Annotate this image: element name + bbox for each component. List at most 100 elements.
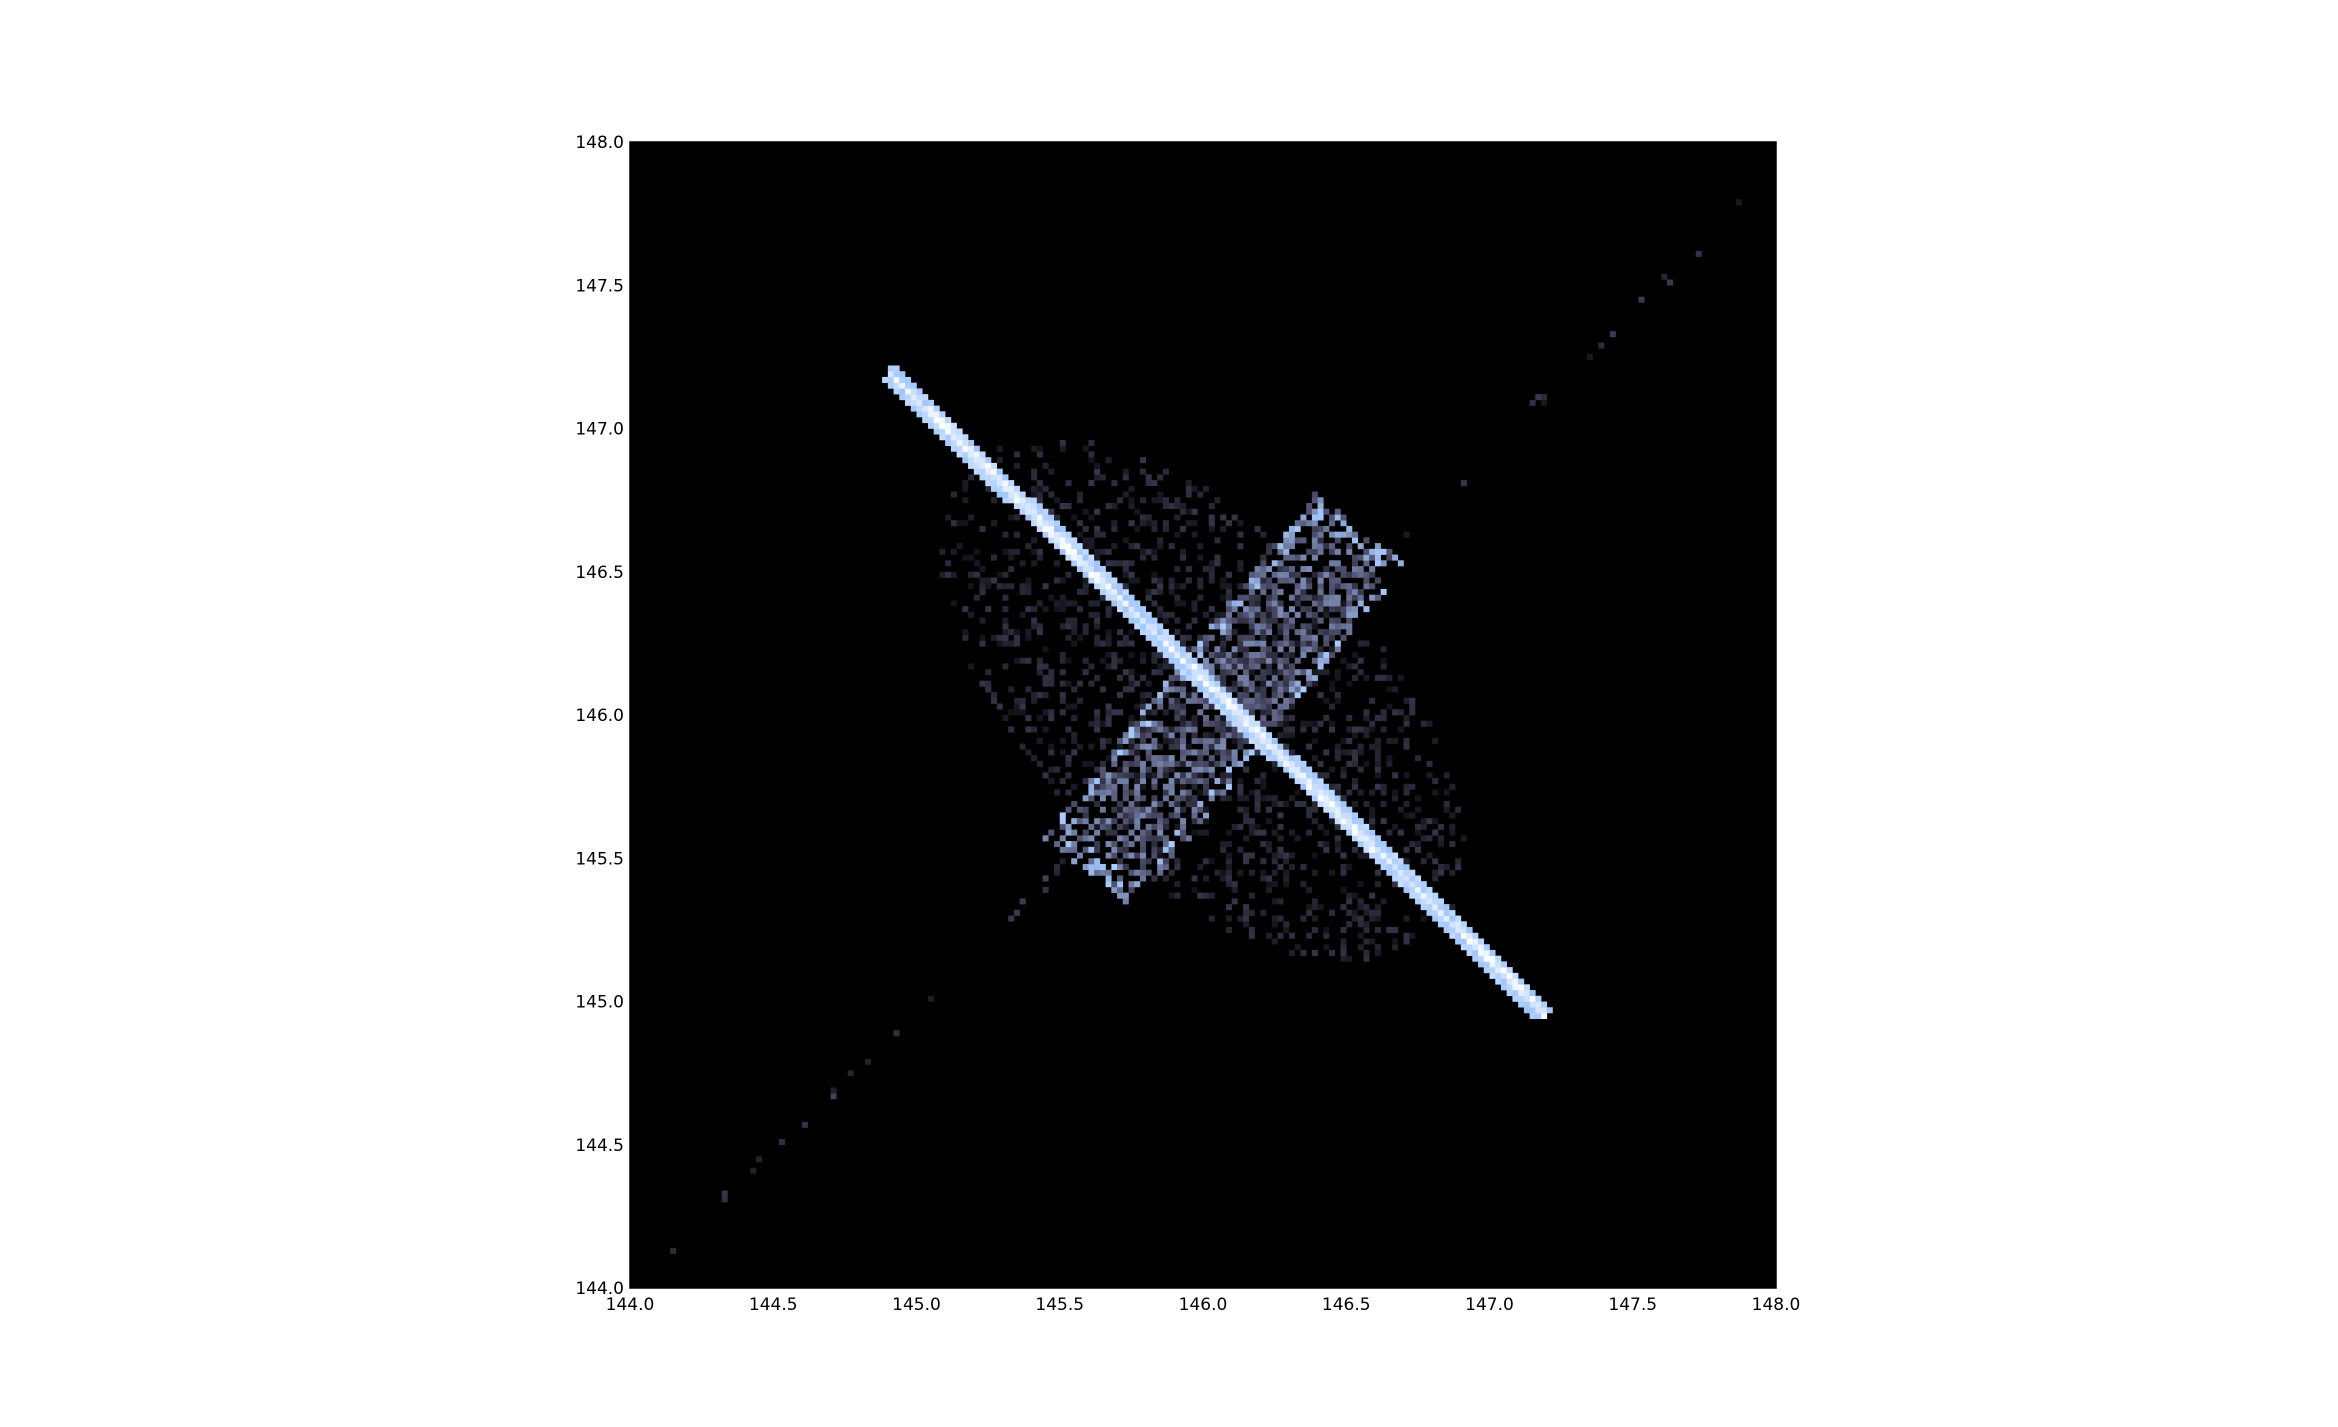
heatmap-cell [1248,932,1255,939]
heatmap-cell [1139,743,1146,750]
heatmap-cell [1449,921,1456,928]
heatmap-cell [1145,623,1152,630]
heatmap-cell [1243,617,1250,624]
heatmap-cell [1065,617,1072,624]
heatmap-cell [1180,686,1187,693]
heatmap-cell [1266,806,1273,813]
heatmap-cell [1220,629,1227,636]
heatmap-cell [1294,772,1301,779]
heatmap-cell [1180,680,1187,687]
heatmap-cell [1300,669,1307,676]
heatmap-cell [1174,497,1181,504]
heatmap-cell [1208,766,1215,773]
heatmap-cell [1409,881,1416,888]
heatmap-cell [1300,588,1307,595]
heatmap-cell [1420,823,1427,830]
heatmap-cell [979,566,986,573]
heatmap-cell [1351,531,1359,538]
heatmap-cell [979,577,986,584]
heatmap-cell [1128,600,1135,607]
heatmap-cell [1243,686,1250,693]
heatmap-cell [1432,818,1439,825]
heatmap-cell [1306,772,1313,779]
heatmap-cell [1042,663,1049,670]
heatmap-cell [1351,560,1359,567]
heatmap-cell [1208,577,1215,584]
heatmap-cell [1076,835,1083,842]
heatmap-cell [1483,955,1490,962]
heatmap-cell [1157,823,1164,830]
heatmap-cell [1518,990,1525,997]
heatmap-cell [1002,480,1009,487]
heatmap-cell [1042,646,1049,653]
heatmap-cell [1225,829,1232,836]
heatmap-cell [927,422,934,429]
heatmap-cell [1111,806,1118,813]
heatmap-cell [1174,651,1181,658]
heatmap-cell [1489,967,1496,974]
heatmap-cell [1243,795,1250,802]
heatmap-cell [1386,703,1393,710]
heatmap-cell [1134,755,1141,762]
heatmap-cell [1099,737,1106,744]
heatmap-cell [1128,577,1135,584]
heatmap-cell [1420,835,1427,842]
heatmap-cell [1013,531,1020,538]
heatmap-cell [1254,600,1261,607]
heatmap-cell [1054,577,1061,584]
heatmap-cell [1283,543,1290,550]
heatmap-cell [1323,800,1330,807]
heatmap-cell [1180,646,1187,653]
heatmap-cell [1277,703,1284,710]
heatmap-cell [1002,583,1009,590]
heatmap-cell [1237,646,1244,653]
heatmap-cell [1277,663,1284,670]
heatmap-cell [1294,669,1301,676]
heatmap-cell [1529,1001,1536,1008]
heatmap-cell [1271,720,1278,727]
heatmap-cell [1002,715,1009,722]
heatmap-cell [1117,772,1124,779]
heatmap-cell [1334,812,1341,819]
heatmap-cell [1197,594,1204,601]
heatmap-cell [1403,875,1410,882]
heatmap-cell [1128,594,1135,601]
heatmap-cell [1351,835,1359,842]
heatmap-cell [1271,606,1278,613]
heatmap-cell [945,514,952,521]
heatmap-cell [893,365,900,372]
heatmap-cell [1409,703,1416,710]
heatmap-cell [1157,772,1164,779]
heatmap-cell [1203,789,1210,796]
heatmap-cell [1025,502,1032,510]
heatmap-cell [1346,909,1353,916]
heatmap-cell [1260,743,1267,750]
heatmap-cell [1071,715,1078,722]
heatmap-cell [1082,577,1089,584]
heatmap-cell [1432,909,1439,916]
heatmap-cell [1432,789,1439,796]
heatmap-cell [1151,640,1158,647]
heatmap-cell [1208,789,1215,796]
heatmap-cell [945,571,952,578]
heatmap-cell [1357,823,1364,830]
heatmap-cell [1294,525,1301,532]
heatmap-cell [1294,537,1301,544]
heatmap-cell [1174,669,1181,676]
heatmap-cell [1122,898,1129,905]
heatmap-cell [1151,629,1158,636]
heatmap-cell [1059,858,1066,865]
heatmap-cell [1128,743,1135,750]
heatmap-cell [1306,669,1313,676]
heatmap-cell [1197,686,1204,693]
heatmap-cell [1076,588,1083,595]
heatmap-cell [864,1058,871,1065]
heatmap-cell [1403,789,1410,796]
heatmap-cell [1254,525,1261,532]
heatmap-cell [1317,543,1324,550]
heatmap-cell [1300,720,1307,727]
heatmap-cell [1495,978,1502,985]
heatmap-cell [1174,583,1181,590]
heatmap-cell [1437,869,1444,876]
heatmap-cell [1225,520,1232,527]
